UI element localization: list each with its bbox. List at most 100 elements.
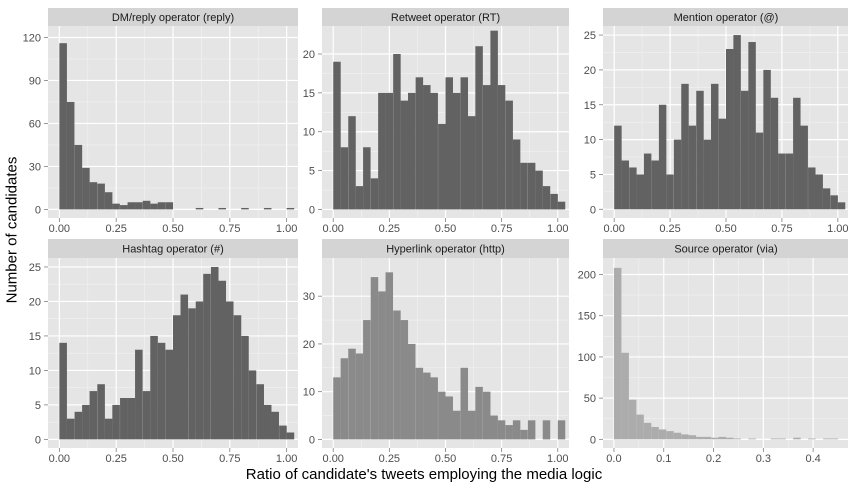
histogram-bar bbox=[378, 291, 386, 440]
histogram-bar bbox=[233, 315, 242, 440]
y-tick-label: 120 bbox=[23, 32, 41, 44]
histogram-bar bbox=[711, 83, 719, 210]
histogram-bar bbox=[550, 193, 558, 210]
y-tick-label: 30 bbox=[29, 161, 41, 173]
x-tick-label: 0.25 bbox=[105, 453, 126, 465]
histogram-bar bbox=[218, 207, 227, 210]
histogram-bar bbox=[808, 438, 816, 440]
x-tick-label: 0.75 bbox=[771, 223, 792, 235]
y-tick-label: 0 bbox=[35, 204, 41, 216]
histogram-bar bbox=[218, 280, 227, 440]
y-tick-label: 15 bbox=[29, 331, 41, 343]
histogram-bar bbox=[658, 429, 667, 440]
histogram-bar bbox=[520, 429, 528, 440]
histogram-bar bbox=[673, 139, 682, 210]
y-tick-label: 25 bbox=[584, 30, 596, 42]
y-tick-label: 5 bbox=[590, 169, 596, 181]
histogram-bar bbox=[497, 85, 506, 210]
histogram-bar bbox=[66, 101, 75, 210]
histogram-bar bbox=[150, 203, 158, 210]
y-axis-label-text: Number of candidates bbox=[3, 156, 21, 304]
histogram-bar bbox=[157, 202, 166, 210]
histogram-bar bbox=[188, 308, 196, 440]
x-tick-label: 0.00 bbox=[49, 223, 70, 235]
x-tick-label: 0.75 bbox=[219, 223, 240, 235]
histogram-bar bbox=[210, 266, 219, 440]
histogram-bar bbox=[666, 431, 674, 440]
x-tick-label: 0.50 bbox=[435, 223, 456, 235]
histogram-bar bbox=[400, 100, 409, 210]
histogram-bar bbox=[385, 272, 394, 440]
x-tick-label: 0.25 bbox=[659, 223, 680, 235]
histogram-bar bbox=[505, 425, 513, 440]
histogram-bar bbox=[271, 411, 279, 440]
facet-title: Source operator (via) bbox=[674, 244, 777, 256]
x-tick-label: 0.50 bbox=[162, 453, 183, 465]
histogram-bar bbox=[393, 53, 401, 210]
facet-strip bbox=[603, 8, 848, 26]
facet-panel-3: Mention operator (@) 0 5 10 15 20 25 0.00 0.25 0.… bbox=[584, 8, 848, 235]
histogram-bar bbox=[333, 377, 341, 440]
plot-background bbox=[603, 258, 848, 448]
histogram-bar bbox=[763, 69, 771, 210]
histogram-bar bbox=[203, 273, 211, 440]
histogram-bar bbox=[89, 182, 98, 210]
x-tick-label: 1.00 bbox=[276, 453, 297, 465]
shared-x-axis-label: Ratio of candidate's tweets employing th… bbox=[245, 466, 603, 483]
histogram-bar bbox=[241, 335, 249, 440]
histogram-bar bbox=[542, 186, 551, 210]
histogram-bar bbox=[778, 153, 786, 210]
histogram-bar bbox=[104, 418, 113, 440]
x-tick-label: 0.2 bbox=[706, 453, 721, 465]
histogram-bar bbox=[97, 384, 105, 440]
x-tick-label: 0.75 bbox=[491, 453, 512, 465]
histogram-bar bbox=[535, 170, 543, 210]
histogram-bar bbox=[748, 438, 756, 440]
y-tick-label: 0 bbox=[590, 204, 596, 216]
histogram-bar bbox=[400, 320, 409, 440]
x-tick-label: 0.1 bbox=[656, 453, 671, 465]
histogram-bar bbox=[355, 186, 364, 210]
histogram-bar bbox=[527, 420, 536, 440]
y-tick-label: 50 bbox=[584, 393, 596, 405]
histogram-bar bbox=[520, 162, 528, 210]
histogram-bar bbox=[430, 92, 438, 210]
histogram-bar bbox=[408, 92, 416, 210]
histogram-bar bbox=[621, 160, 630, 210]
y-tick-label: 200 bbox=[578, 269, 596, 281]
histogram-bar bbox=[66, 418, 75, 440]
y-tick-label: 20 bbox=[303, 339, 315, 351]
histogram-bar bbox=[837, 202, 846, 210]
histogram-bar bbox=[490, 30, 498, 210]
histogram-bar bbox=[785, 153, 794, 210]
histogram-bar bbox=[733, 35, 741, 210]
histogram-bar bbox=[726, 437, 734, 440]
histogram-bar bbox=[688, 435, 697, 440]
histogram-bar bbox=[703, 436, 712, 440]
histogram-bar bbox=[445, 396, 453, 440]
histogram-bar bbox=[112, 404, 120, 440]
shared-y-axis-label: Number of candidates bbox=[2, 0, 22, 460]
histogram-bar bbox=[800, 125, 808, 210]
histogram-bar bbox=[157, 342, 166, 440]
histogram-bar bbox=[770, 438, 779, 440]
histogram-bar bbox=[613, 267, 622, 440]
histogram-bar bbox=[778, 438, 786, 440]
y-tick-label: 0 bbox=[309, 434, 315, 446]
histogram-bar bbox=[415, 367, 424, 440]
histogram-bar bbox=[483, 85, 491, 210]
histogram-bar bbox=[512, 139, 521, 210]
histogram-bar bbox=[726, 49, 734, 210]
x-tick-label: 1.00 bbox=[827, 223, 848, 235]
y-tick-label: 60 bbox=[29, 118, 41, 130]
histogram-bar bbox=[104, 192, 113, 210]
histogram-bar bbox=[658, 104, 667, 210]
histogram-bar bbox=[378, 92, 386, 210]
histogram-bar bbox=[793, 97, 801, 210]
histogram-bar bbox=[165, 349, 174, 440]
y-tick-label: 15 bbox=[303, 88, 315, 100]
histogram-bar bbox=[173, 315, 181, 440]
y-tick-label: 15 bbox=[584, 100, 596, 112]
histogram-bar bbox=[621, 352, 629, 440]
histogram-bar bbox=[696, 436, 704, 440]
